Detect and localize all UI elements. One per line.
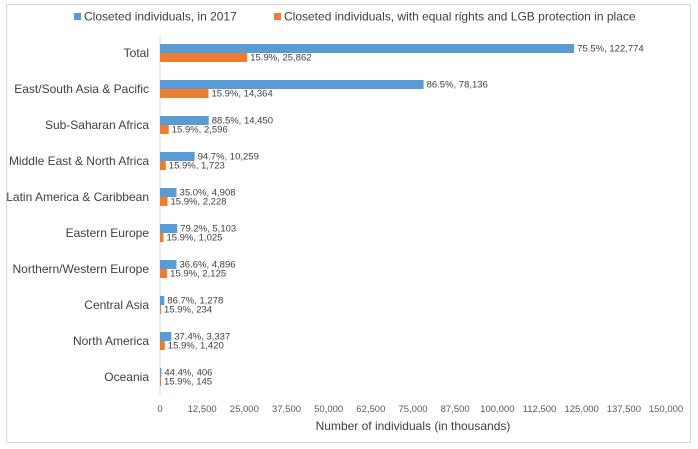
x-tick-label: 100,000 (480, 404, 514, 415)
category-label: East/South Asia & Pacific (14, 82, 149, 96)
data-label-series-0: 88.5%, 14,450 (212, 116, 273, 127)
x-tick-label: 25,000 (230, 404, 259, 415)
x-tick-label: 137,500 (607, 404, 641, 415)
x-tick-label: 37,500 (272, 404, 301, 415)
bar-series-0 (160, 224, 178, 233)
data-label-series-0: 36.6%, 4,896 (180, 260, 236, 271)
bar-series-1 (160, 161, 166, 170)
x-axis-title: Number of individuals (in thousands) (316, 419, 511, 433)
bar-series-1 (160, 377, 161, 386)
bar-series-1 (160, 305, 161, 314)
x-tick-label: 87,500 (441, 404, 470, 415)
category-label: North America (73, 334, 149, 348)
category-label: Sub-Saharan Africa (45, 118, 149, 132)
category-label: Total (124, 46, 149, 60)
data-label-series-1: 15.9%, 1,723 (169, 161, 225, 172)
bar-series-1 (160, 341, 165, 350)
data-label-series-1: 15.9%, 2,596 (172, 125, 228, 136)
chart-frame (6, 4, 691, 443)
x-tick-label: 0 (157, 404, 162, 415)
data-label-series-1: 15.9%, 25,862 (250, 53, 311, 64)
bar-series-0 (160, 80, 424, 89)
x-tick-label: 112,500 (523, 404, 557, 415)
x-tick-label: 50,000 (314, 404, 343, 415)
bar-series-0 (160, 296, 165, 305)
bar-series-1 (160, 125, 169, 134)
bar-series-1 (160, 269, 168, 278)
x-tick-label: 150,000 (649, 404, 683, 415)
data-label-series-1: 15.9%, 1,025 (166, 233, 222, 244)
data-label-series-0: 94.7%, 10,259 (198, 152, 259, 163)
category-label: Oceania (104, 370, 149, 384)
bar-series-0 (160, 260, 177, 269)
bar-series-0 (160, 152, 195, 161)
bar-series-1 (160, 89, 209, 98)
x-tick-label: 12,500 (188, 404, 217, 415)
data-label-series-0: 75.5%, 122,774 (577, 44, 644, 55)
data-label-series-0: 79.2%, 5,103 (180, 224, 236, 235)
category-label: Latin America & Caribbean (6, 190, 149, 204)
data-label-series-0: 37.4%, 3,337 (174, 332, 230, 343)
bar-series-0 (160, 368, 162, 377)
bar-series-1 (160, 197, 168, 206)
category-label: Northern/Western Europe (12, 262, 149, 276)
category-label: Middle East & North Africa (9, 154, 149, 168)
bar-series-1 (160, 233, 164, 242)
data-label-series-0: 44.4%, 406 (164, 368, 212, 379)
x-tick-label: 125,000 (564, 404, 598, 415)
bar-series-0 (160, 188, 177, 197)
data-label-series-1: 15.9%, 1,420 (168, 341, 224, 352)
bar-series-0 (160, 44, 575, 53)
data-label-series-0: 86.5%, 78,136 (427, 80, 488, 91)
data-label-series-1: 15.9%, 145 (164, 377, 212, 388)
x-tick-label: 62,500 (356, 404, 385, 415)
bar-series-0 (160, 332, 172, 341)
legend-label-0: Closeted individuals, in 2017 (84, 10, 237, 24)
legend-label-1: Closeted individuals, with equal rights … (284, 10, 636, 24)
bar-series-1 (160, 53, 248, 62)
x-tick-label: 75,000 (398, 404, 427, 415)
data-label-series-1: 15.9%, 2,125 (170, 269, 226, 280)
bar-series-0 (160, 116, 209, 125)
category-label: Eastern Europe (66, 226, 150, 240)
data-label-series-0: 86.7%, 1,278 (167, 296, 223, 307)
data-label-series-1: 15.9%, 234 (164, 305, 212, 316)
data-label-series-1: 15.9%, 14,364 (211, 89, 272, 100)
data-label-series-0: 35.0%, 4,908 (180, 188, 236, 199)
data-label-series-1: 15.9%, 2,228 (171, 197, 227, 208)
legend-swatch-0 (74, 13, 81, 20)
category-label: Central Asia (84, 298, 149, 312)
legend-swatch-1 (274, 13, 281, 20)
